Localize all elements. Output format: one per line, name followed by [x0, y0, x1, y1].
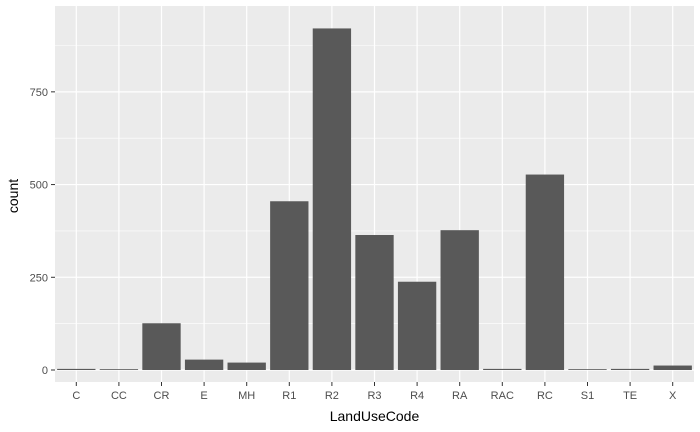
bar-cc	[99, 369, 139, 370]
y-tick-label: 750	[30, 87, 48, 99]
y-axis: 0 250 500 750	[30, 87, 55, 377]
bar-r3	[355, 235, 394, 370]
bars	[57, 28, 692, 370]
bar-x	[653, 365, 692, 370]
bar-e	[184, 359, 224, 370]
bar-cr	[142, 323, 181, 370]
bar-r1	[270, 201, 309, 370]
y-axis-title: count	[5, 179, 21, 213]
x-tick-label: RC	[537, 390, 553, 402]
bar-rac	[483, 368, 522, 370]
x-tick-label: R2	[325, 390, 339, 402]
bar-ra	[440, 230, 479, 370]
x-tick-label: R1	[282, 390, 296, 402]
x-tick-label: CC	[111, 390, 127, 402]
x-tick-label: X	[669, 390, 677, 402]
x-tick-label: S1	[581, 390, 594, 402]
bar-c	[57, 368, 96, 370]
x-tick-label: E	[200, 390, 207, 402]
bar-r2	[312, 28, 352, 370]
x-tick-label: C	[72, 390, 80, 402]
bar-rc	[525, 174, 565, 370]
x-tick-label: RA	[452, 390, 468, 402]
x-tick-label: CR	[154, 390, 170, 402]
x-axis-title: LandUseCode	[330, 408, 420, 424]
x-tick-label: R3	[367, 390, 381, 402]
y-tick-label: 0	[42, 365, 48, 377]
x-tick-label: MH	[238, 390, 255, 402]
x-tick-label: TE	[623, 390, 637, 402]
bar-te	[610, 368, 650, 370]
bar-r4	[397, 281, 437, 370]
x-axis: C CC CR E MH R1 R2 R3 R4 RA RAC RC S1 TE X	[72, 382, 677, 402]
x-tick-label: RAC	[491, 390, 514, 402]
bar-mh	[227, 362, 266, 370]
y-tick-label: 250	[30, 272, 48, 284]
bar-s1	[568, 369, 607, 370]
x-tick-label: R4	[410, 390, 424, 402]
y-tick-label: 500	[30, 180, 48, 192]
